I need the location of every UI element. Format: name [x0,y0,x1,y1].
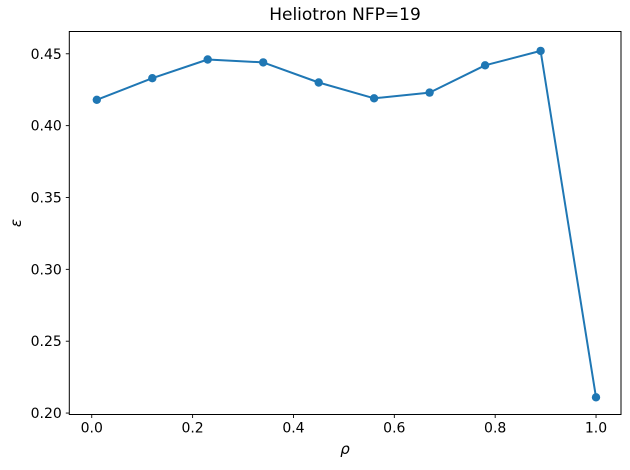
y-axis-label: ε [7,218,25,228]
x-tick-label: 0.4 [282,421,304,437]
x-tick-label: 0.0 [81,421,103,437]
x-tick-label: 1.0 [585,421,607,437]
data-point [92,95,102,105]
data-point [369,94,379,103]
plot-area-spines [68,31,622,415]
chart-title: Heliotron NFP=19 [269,5,421,25]
y-tick-label: 0.25 [31,334,62,350]
data-point [148,74,157,83]
y-tick-label: 0.35 [31,190,62,206]
y-tick-label: 0.20 [31,406,62,422]
x-tick-label: 0.8 [484,421,506,437]
y-tick-label: 0.40 [31,119,62,135]
data-line [95,49,597,399]
x-tick-label: 0.6 [383,421,405,437]
data-point [314,78,323,87]
data-point [591,393,601,402]
x-axis-label: ρ [340,440,350,458]
data-point [203,55,212,64]
y-tick-label: 0.30 [31,262,62,278]
data-point [425,88,434,97]
data-point [480,61,490,70]
x-tick-label: 0.2 [181,421,203,437]
data-point [259,58,268,67]
y-tick-label: 0.45 [31,47,62,63]
data-point [536,46,545,56]
